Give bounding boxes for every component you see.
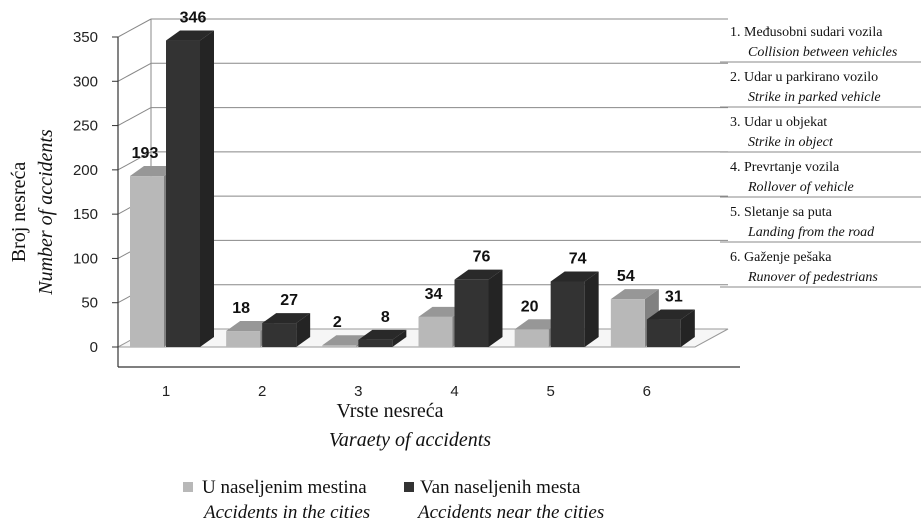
gridline-side bbox=[117, 62, 152, 82]
legend-swatch-cities bbox=[183, 482, 193, 492]
bar-front bbox=[226, 331, 261, 347]
data-label: 346 bbox=[180, 10, 207, 27]
bar-side bbox=[680, 309, 695, 347]
category-legend: 1. Međusobni sudari vozila Collision betw… bbox=[720, 25, 921, 288]
gridline-side bbox=[117, 151, 152, 171]
data-label: 27 bbox=[280, 292, 298, 309]
bar-front bbox=[418, 316, 453, 347]
bar-front bbox=[610, 299, 645, 347]
y-tick-label: 50 bbox=[81, 295, 98, 312]
category-legend-item-en: Collision between vehicles bbox=[748, 45, 898, 60]
y-tick-label: 300 bbox=[73, 73, 98, 90]
y-tick-label: 200 bbox=[73, 162, 98, 179]
y-tick-label: 350 bbox=[73, 29, 98, 46]
data-label: 18 bbox=[232, 300, 250, 317]
y-axis-label: Broj nesreća bbox=[8, 162, 30, 263]
category-legend-item: 2. Udar u parkirano vozilo bbox=[730, 70, 878, 85]
category-legend-item-en: Rollover of vehicle bbox=[747, 180, 854, 195]
category-legend-item: 1. Međusobni sudari vozila bbox=[730, 25, 883, 40]
bar-top bbox=[166, 30, 214, 41]
legend-label-cities-en: Accidents in the cities bbox=[202, 502, 370, 523]
y-axis-label-en: Number of accidents bbox=[35, 129, 57, 296]
bar-front bbox=[550, 281, 585, 347]
data-label: 54 bbox=[617, 268, 635, 285]
data-label: 193 bbox=[132, 145, 159, 162]
bar bbox=[358, 329, 407, 347]
x-tick-label: 6 bbox=[643, 383, 651, 400]
category-legend-item-en: Strike in object bbox=[748, 135, 834, 150]
bar-top bbox=[646, 309, 695, 320]
category-legend-item: 4. Prevrtanje vozila bbox=[730, 160, 840, 175]
gridline-side bbox=[117, 107, 152, 127]
y-tick-label: 150 bbox=[73, 206, 98, 223]
x-axis-label: Vrste nesreća bbox=[336, 400, 443, 422]
legend-label-near: Van naseljenih mesta bbox=[420, 477, 581, 498]
y-tick-label: 100 bbox=[73, 250, 98, 267]
data-label: 31 bbox=[665, 289, 683, 306]
bar-top bbox=[550, 271, 599, 282]
legend-label-cities: U naseljenim mestina bbox=[202, 477, 367, 498]
bar bbox=[166, 30, 214, 348]
x-tick-label: 2 bbox=[258, 383, 266, 400]
data-label: 34 bbox=[425, 286, 443, 303]
bar-front bbox=[454, 279, 489, 347]
bar-side bbox=[392, 329, 407, 347]
category-legend-item-en: Runover of pedestrians bbox=[747, 270, 878, 285]
gridlines bbox=[117, 18, 728, 304]
bars bbox=[130, 30, 695, 348]
bar-front bbox=[130, 176, 164, 347]
bar-front bbox=[646, 319, 681, 347]
bar-side bbox=[488, 269, 503, 347]
bar-front bbox=[322, 345, 357, 347]
x-tick-label: 5 bbox=[546, 383, 554, 400]
y-tick-label: 0 bbox=[90, 339, 98, 356]
bar-side bbox=[296, 313, 311, 347]
bar bbox=[262, 313, 311, 347]
bar bbox=[550, 271, 599, 347]
category-legend-item: 5. Sletanje sa puta bbox=[730, 205, 833, 220]
category-legend-item-en: Strike in parked vehicle bbox=[748, 90, 881, 105]
legend-label-near-en: Accidents near the cities bbox=[416, 502, 604, 523]
x-tick-label: 3 bbox=[354, 383, 362, 400]
x-tick-label: 1 bbox=[162, 383, 170, 400]
data-labels: 193 346 18 27 2 8 34 76 20 74 54 31 bbox=[132, 10, 683, 332]
bar-front bbox=[166, 40, 200, 348]
legend-swatch-near bbox=[404, 482, 414, 492]
data-label: 74 bbox=[569, 250, 587, 267]
bar-top bbox=[454, 269, 503, 280]
bar-side bbox=[584, 271, 599, 347]
bar-top bbox=[262, 313, 311, 324]
bar bbox=[454, 269, 503, 347]
bar-front bbox=[262, 323, 297, 347]
bar-top bbox=[358, 329, 407, 340]
data-label: 20 bbox=[521, 298, 539, 315]
data-label: 76 bbox=[473, 249, 491, 266]
data-label: 2 bbox=[333, 314, 342, 331]
data-label: 8 bbox=[381, 309, 390, 326]
bar bbox=[646, 309, 695, 347]
bar-front bbox=[514, 329, 549, 347]
bar-front bbox=[358, 339, 393, 347]
category-legend-item: 6. Gaženje pešaka bbox=[730, 250, 832, 265]
x-axis-label-en: Varaety of accidents bbox=[329, 429, 491, 451]
bar-side bbox=[200, 30, 214, 348]
category-legend-item-en: Landing from the road bbox=[747, 225, 875, 240]
category-legend-item: 3. Udar u objekat bbox=[730, 115, 827, 130]
bar-top bbox=[610, 289, 659, 300]
y-tick-label: 250 bbox=[73, 118, 98, 135]
x-tick-label: 4 bbox=[450, 383, 458, 400]
gridline-side bbox=[117, 18, 152, 38]
